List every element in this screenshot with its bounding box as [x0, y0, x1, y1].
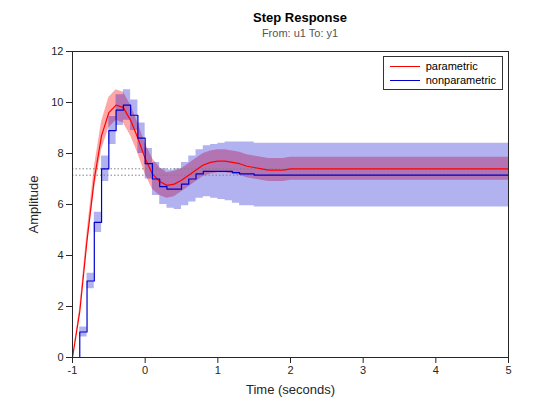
- html-text:parametric: parametric: [425, 60, 478, 72]
- html-text:From: u1 To: y1: From: u1 To: y1: [261, 27, 339, 39]
- svg-text:10: 10: [51, 96, 63, 108]
- html-text:Step Response: Step Response: [253, 10, 347, 25]
- svg-text:3: 3: [360, 364, 366, 376]
- svg-text:5: 5: [505, 364, 511, 376]
- svg-text:4: 4: [433, 364, 439, 376]
- svg-text:2: 2: [287, 364, 293, 376]
- svg-text:12: 12: [51, 45, 63, 57]
- svg-text:0: 0: [142, 364, 148, 376]
- svg-text:8: 8: [57, 147, 63, 159]
- svg-text:4: 4: [57, 249, 63, 261]
- svg-text:0: 0: [57, 351, 63, 363]
- svg-text:6: 6: [57, 198, 63, 210]
- html-text:nonparametric: nonparametric: [425, 74, 496, 86]
- svg-text:1: 1: [215, 364, 221, 376]
- svg-text:2: 2: [57, 300, 63, 312]
- svg-text:-1: -1: [68, 364, 78, 376]
- svg-text:Time (seconds): Time (seconds): [246, 382, 335, 397]
- svg-text:Amplitude: Amplitude: [26, 176, 41, 234]
